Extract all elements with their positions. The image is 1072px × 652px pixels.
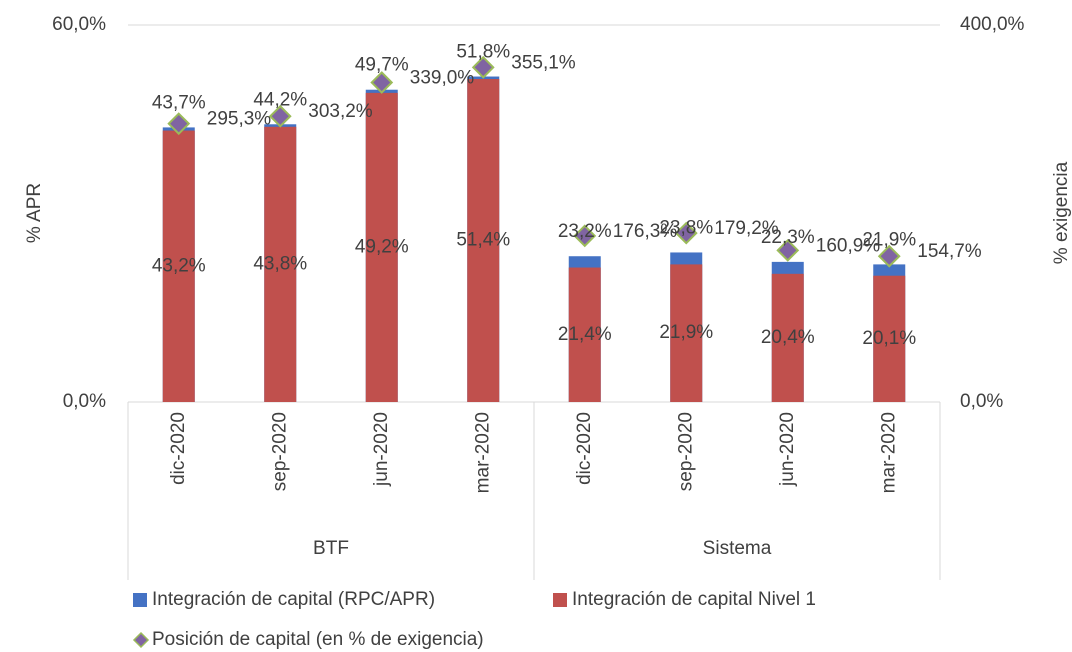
data-label: 21,9%	[659, 322, 713, 343]
bar	[264, 126, 297, 402]
x-tick-label: mar-2020	[878, 412, 899, 493]
legend-label: Integración de capital (RPC/APR)	[152, 589, 435, 610]
y-tick-label: 0,0%	[63, 391, 106, 412]
data-label: 23,2%	[558, 221, 612, 242]
data-label: 22,3%	[761, 227, 815, 248]
data-label: 23,8%	[659, 217, 713, 238]
group-label: BTF	[313, 538, 349, 559]
bar	[771, 273, 804, 402]
legend-swatch	[133, 593, 147, 607]
legend-swatch	[132, 631, 150, 649]
data-label: 44,2%	[253, 89, 307, 110]
data-label: 43,2%	[152, 255, 206, 276]
marker	[674, 221, 698, 245]
y2-tick-label: 400,0%	[960, 14, 1025, 35]
marker	[268, 104, 292, 128]
bar	[365, 92, 398, 403]
bar	[568, 267, 601, 402]
x-tick-label: jun-2020	[777, 412, 798, 487]
data-label: 21,9%	[862, 229, 916, 250]
group-label: Sistema	[703, 538, 772, 559]
marker	[877, 244, 901, 268]
data-label: 154,7%	[917, 241, 982, 262]
x-tick-label: sep-2020	[675, 412, 696, 491]
legend-label: Posición de capital (en % de exigencia)	[152, 629, 484, 650]
data-label: 43,8%	[253, 253, 307, 274]
x-tick-label: jun-2020	[371, 412, 392, 487]
marker	[370, 71, 394, 94]
marker	[573, 224, 597, 248]
data-label: 43,7%	[152, 92, 206, 113]
x-tick-label: mar-2020	[472, 412, 493, 493]
y-tick-label: 60,0%	[52, 14, 106, 35]
data-label: 176,3%	[613, 221, 678, 242]
data-label: 339,0%	[410, 68, 475, 89]
data-label: 295,3%	[207, 109, 272, 130]
x-tick-label: sep-2020	[269, 412, 290, 491]
data-label: 49,7%	[355, 55, 409, 76]
data-label: 21,4%	[558, 324, 612, 345]
legend-swatch	[553, 593, 567, 607]
bar	[467, 79, 500, 402]
data-label: 49,2%	[355, 236, 409, 257]
data-label: 179,2%	[714, 218, 779, 239]
data-label: 51,8%	[456, 42, 510, 63]
marker	[776, 238, 800, 262]
legend-label: Integración de capital Nivel 1	[572, 589, 816, 610]
data-label: 51,4%	[456, 230, 510, 251]
data-label: 20,4%	[761, 327, 815, 348]
bar	[162, 130, 195, 402]
y-axis-label: % APR	[24, 183, 45, 243]
marker	[471, 55, 495, 79]
data-label: 355,1%	[511, 52, 576, 73]
marker	[167, 112, 191, 136]
data-label: 303,2%	[308, 101, 373, 122]
y2-axis-label: % exigencia	[1051, 161, 1072, 264]
x-tick-label: dic-2020	[574, 412, 595, 485]
bar	[670, 264, 703, 402]
data-label: 20,1%	[862, 328, 916, 349]
x-tick-label: dic-2020	[168, 412, 189, 485]
bar	[873, 275, 906, 402]
data-label: 160,9%	[816, 235, 881, 256]
y2-tick-label: 0,0%	[960, 391, 1003, 412]
